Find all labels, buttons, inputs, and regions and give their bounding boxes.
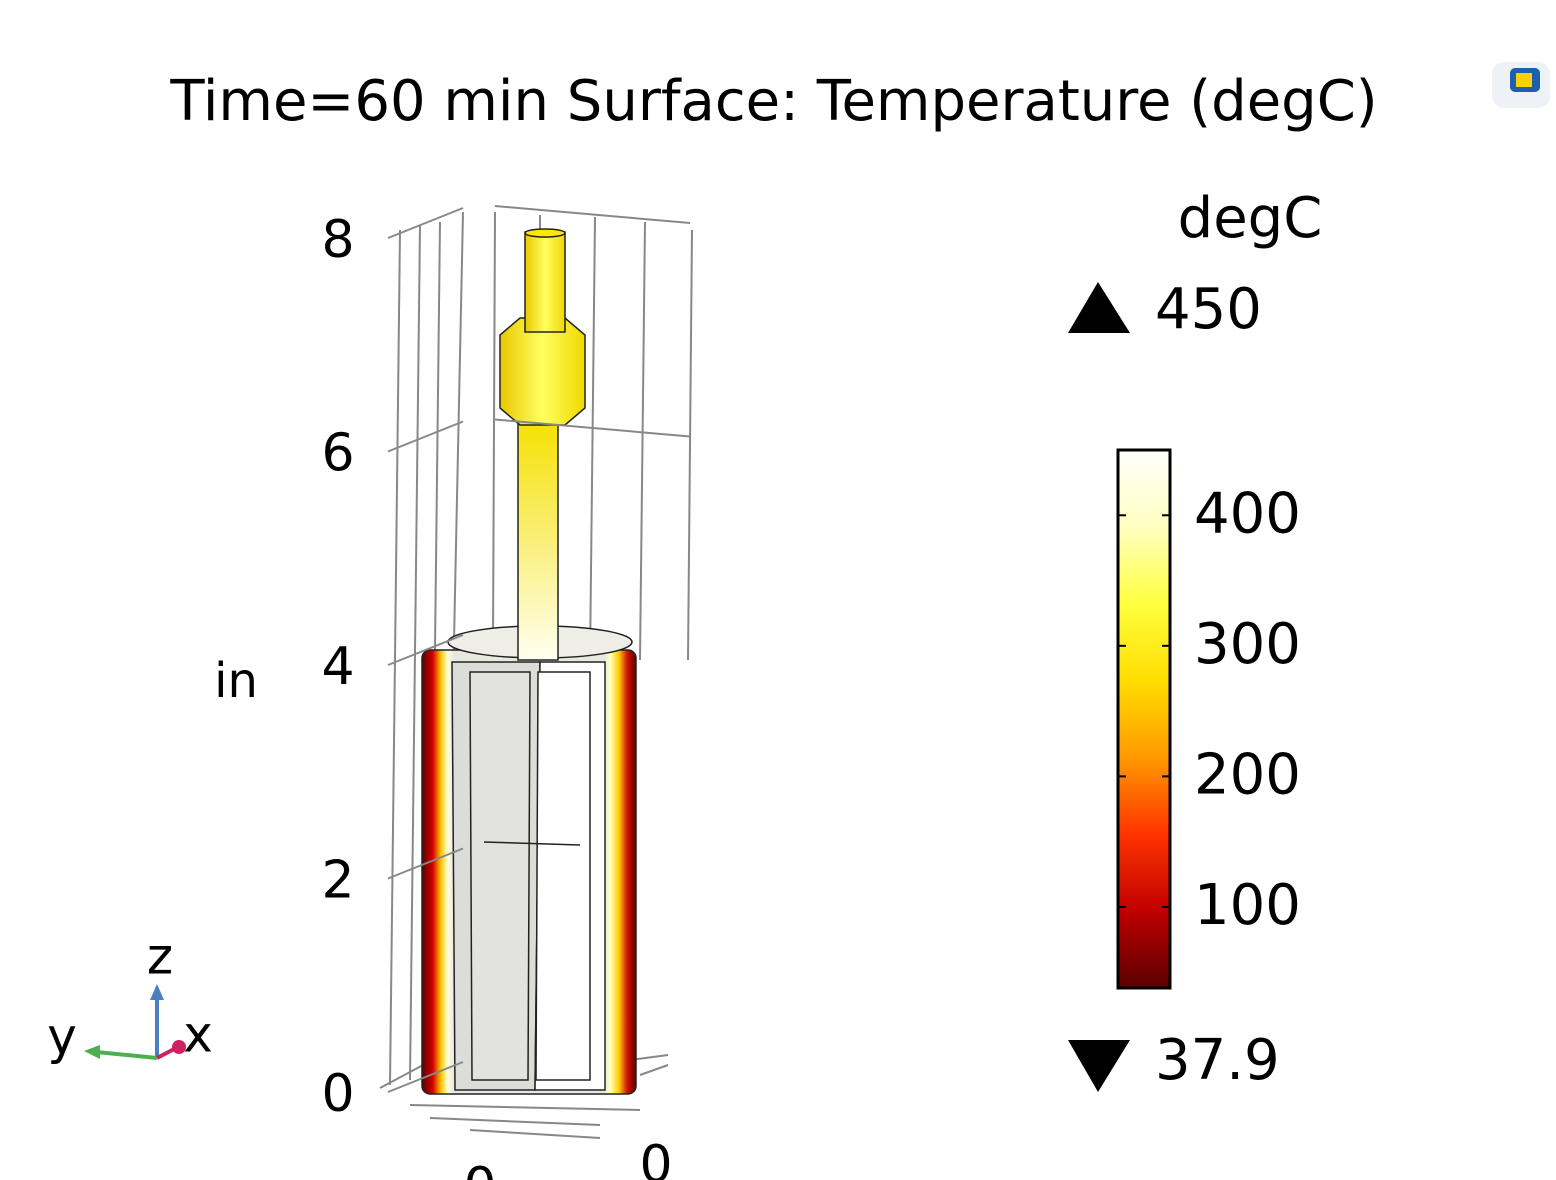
colorbar-unit: degC xyxy=(1178,186,1323,251)
colorbar-min: 37.9 xyxy=(1155,1028,1280,1093)
min-marker xyxy=(1068,1040,1130,1092)
model xyxy=(422,229,636,1094)
triad-label: z xyxy=(147,928,173,986)
grid-line xyxy=(388,208,463,238)
colorbar-tick-label: 200 xyxy=(1194,743,1301,808)
z-axis-label: in xyxy=(214,653,258,709)
x-tick-label: 0 xyxy=(463,1157,496,1180)
max-marker xyxy=(1068,282,1130,333)
chart-title: Time=60 min Surface: Temperature (degC) xyxy=(169,69,1377,134)
colorbar-tick-label: 400 xyxy=(1194,481,1301,546)
toolbar-icon-inner xyxy=(1516,73,1532,87)
z-tick-label: 4 xyxy=(321,637,354,697)
z-tick-label: 8 xyxy=(321,210,354,270)
triad-label: x xyxy=(183,1006,213,1064)
colorbar-tick-label: 300 xyxy=(1194,612,1301,677)
z-tick-label: 0 xyxy=(321,1064,354,1124)
plot-window: Time=60 min Surface: Temperature (degC) … xyxy=(0,0,1556,1180)
z-tick-label: 2 xyxy=(321,851,354,911)
colorbar-max: 450 xyxy=(1155,277,1262,342)
z-tick-label: 6 xyxy=(321,424,354,484)
grid-line xyxy=(495,206,690,223)
y-tick-label: 0 xyxy=(639,1135,672,1180)
triad-label: y xyxy=(47,1008,77,1066)
grid-line xyxy=(388,422,463,452)
colorbar-tick-label: 100 xyxy=(1194,873,1301,938)
axis-triad: z y x xyxy=(47,928,213,1066)
